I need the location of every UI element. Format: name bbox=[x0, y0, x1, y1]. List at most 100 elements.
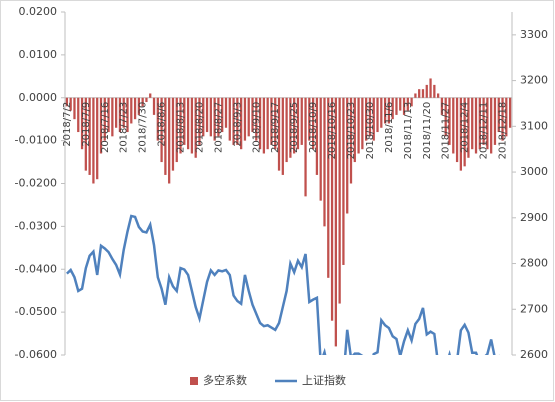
bar bbox=[221, 97, 224, 133]
bar bbox=[92, 97, 95, 184]
bar bbox=[281, 97, 284, 175]
y2-tick-label: 3000 bbox=[520, 165, 548, 178]
bar bbox=[183, 97, 186, 145]
bar bbox=[425, 84, 428, 98]
bar bbox=[497, 97, 500, 133]
bar bbox=[84, 97, 87, 171]
bar bbox=[118, 97, 122, 133]
bar bbox=[122, 97, 125, 128]
bar bbox=[391, 97, 394, 120]
bar bbox=[293, 97, 296, 154]
bar bbox=[77, 97, 80, 133]
bar bbox=[448, 97, 451, 145]
x-tick-label: 2018/9/25 bbox=[289, 102, 300, 153]
plot: -0.0600 -0.0500 -0.0400 -0.0300 -0.0200 -0.01… bbox=[15, 5, 548, 387]
x-tick-label: 2018/9/17 bbox=[270, 102, 281, 153]
bar bbox=[395, 97, 398, 115]
bar bbox=[353, 97, 356, 163]
bar bbox=[346, 97, 349, 214]
bar bbox=[440, 97, 444, 115]
bar bbox=[330, 97, 334, 321]
bar bbox=[274, 97, 277, 150]
bar bbox=[300, 97, 303, 145]
x-tick-label: 2018/7/30 bbox=[138, 102, 149, 153]
bar bbox=[240, 97, 243, 150]
bar bbox=[387, 97, 391, 124]
y2-tick-label: 2800 bbox=[520, 257, 548, 270]
bar bbox=[69, 97, 72, 111]
bar bbox=[262, 97, 266, 154]
bar bbox=[213, 97, 216, 141]
y-tick-label: -0.0300 bbox=[15, 219, 57, 232]
bar bbox=[508, 97, 512, 128]
y2-tick-label: 3200 bbox=[520, 74, 548, 87]
bar bbox=[474, 97, 478, 154]
y-tick-label: -0.0400 bbox=[15, 262, 57, 275]
bar bbox=[103, 97, 106, 141]
bar bbox=[402, 97, 406, 115]
bar bbox=[501, 97, 504, 141]
bar bbox=[493, 97, 497, 145]
bar bbox=[175, 97, 178, 163]
bar bbox=[171, 97, 175, 171]
bar bbox=[209, 97, 212, 137]
line bbox=[66, 214, 500, 355]
bar bbox=[277, 97, 281, 171]
x-tick-label: 2018/10/16 bbox=[327, 102, 338, 160]
bar bbox=[258, 97, 262, 150]
bar bbox=[467, 97, 470, 158]
bar bbox=[205, 97, 209, 133]
y-tick-label: -0.0200 bbox=[15, 177, 57, 190]
y-tick-label: -0.0500 bbox=[15, 305, 57, 318]
bar bbox=[160, 97, 163, 163]
bar bbox=[459, 97, 462, 171]
bar bbox=[232, 97, 235, 145]
bar bbox=[217, 97, 220, 137]
bar bbox=[478, 97, 481, 150]
y2-tick-label: 3300 bbox=[520, 28, 548, 41]
bar bbox=[349, 97, 353, 184]
x-tick-label: 2018/8/6 bbox=[157, 102, 168, 147]
bar bbox=[455, 97, 459, 163]
bar bbox=[168, 97, 171, 184]
bar bbox=[308, 97, 311, 141]
bar bbox=[414, 93, 417, 98]
bar bbox=[372, 97, 375, 141]
bar bbox=[383, 97, 387, 124]
x-tick-label: 2018/11/20 bbox=[422, 102, 433, 160]
bar bbox=[149, 93, 152, 98]
x-tick-label: 2018/10/23 bbox=[346, 102, 357, 160]
bar bbox=[482, 97, 485, 145]
bar bbox=[255, 97, 258, 141]
bar bbox=[327, 97, 330, 278]
bar bbox=[319, 97, 322, 201]
x-tick-label: 2018/9/10 bbox=[251, 102, 262, 153]
y-tick-label: 0.0200 bbox=[19, 5, 58, 18]
bar bbox=[338, 97, 341, 304]
bar bbox=[111, 97, 114, 137]
bar bbox=[133, 97, 137, 120]
bar bbox=[88, 97, 91, 175]
legend-label: 多空系数 bbox=[203, 373, 247, 387]
x-tick-label: 2018/10/30 bbox=[365, 102, 376, 160]
y-tick-label: -0.0100 bbox=[15, 134, 57, 147]
x-tick-label: 2018/7/9 bbox=[81, 102, 92, 147]
x-tick-label: 2018/9/3 bbox=[232, 102, 243, 147]
y2-tick-label: 2600 bbox=[520, 348, 548, 361]
bar bbox=[80, 97, 84, 150]
bar bbox=[224, 97, 228, 128]
x-tick-label: 2018/11/6 bbox=[384, 102, 395, 153]
bar bbox=[190, 97, 194, 154]
x-tick-label: 2018/12/11 bbox=[479, 102, 490, 160]
x-tick-label: 2018/8/27 bbox=[213, 102, 224, 153]
bar bbox=[380, 97, 383, 128]
bar bbox=[357, 97, 360, 154]
bar bbox=[452, 97, 455, 154]
x-tick-label: 2018/7/2 bbox=[62, 102, 73, 147]
bar bbox=[376, 97, 379, 133]
y-tick-label: -0.0600 bbox=[15, 348, 57, 361]
bar bbox=[311, 97, 315, 150]
x-tick-label: 2018/12/4 bbox=[460, 102, 471, 153]
bar bbox=[429, 78, 432, 98]
bar bbox=[418, 89, 421, 98]
